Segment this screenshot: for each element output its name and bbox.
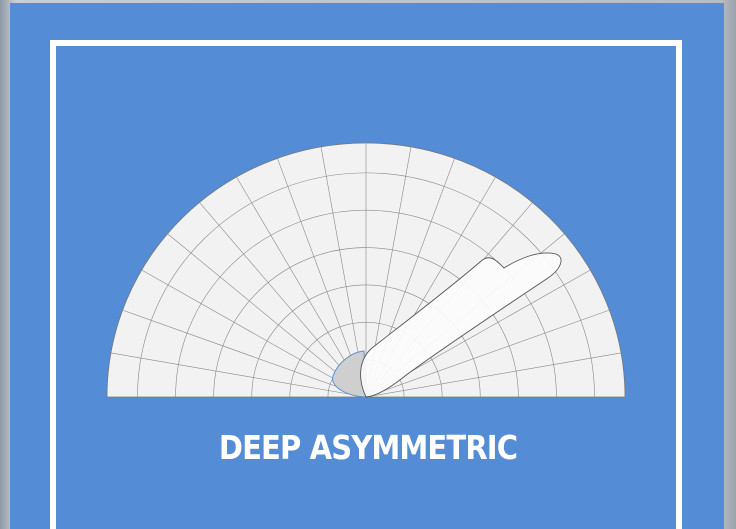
screen: DEEP ASYMMETRIC xyxy=(0,0,736,529)
card-label: DEEP ASYMMETRIC xyxy=(44,428,692,467)
